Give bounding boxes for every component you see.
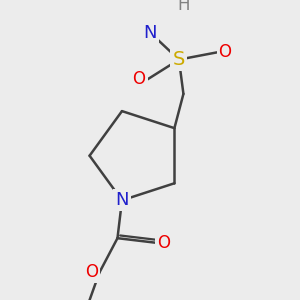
- Text: O: O: [85, 263, 98, 281]
- Text: N: N: [115, 191, 129, 209]
- Text: O: O: [219, 44, 232, 62]
- Text: O: O: [157, 234, 170, 252]
- Text: N: N: [143, 24, 157, 42]
- Text: S: S: [173, 50, 185, 69]
- Text: O: O: [133, 70, 146, 88]
- Text: H: H: [177, 0, 190, 14]
